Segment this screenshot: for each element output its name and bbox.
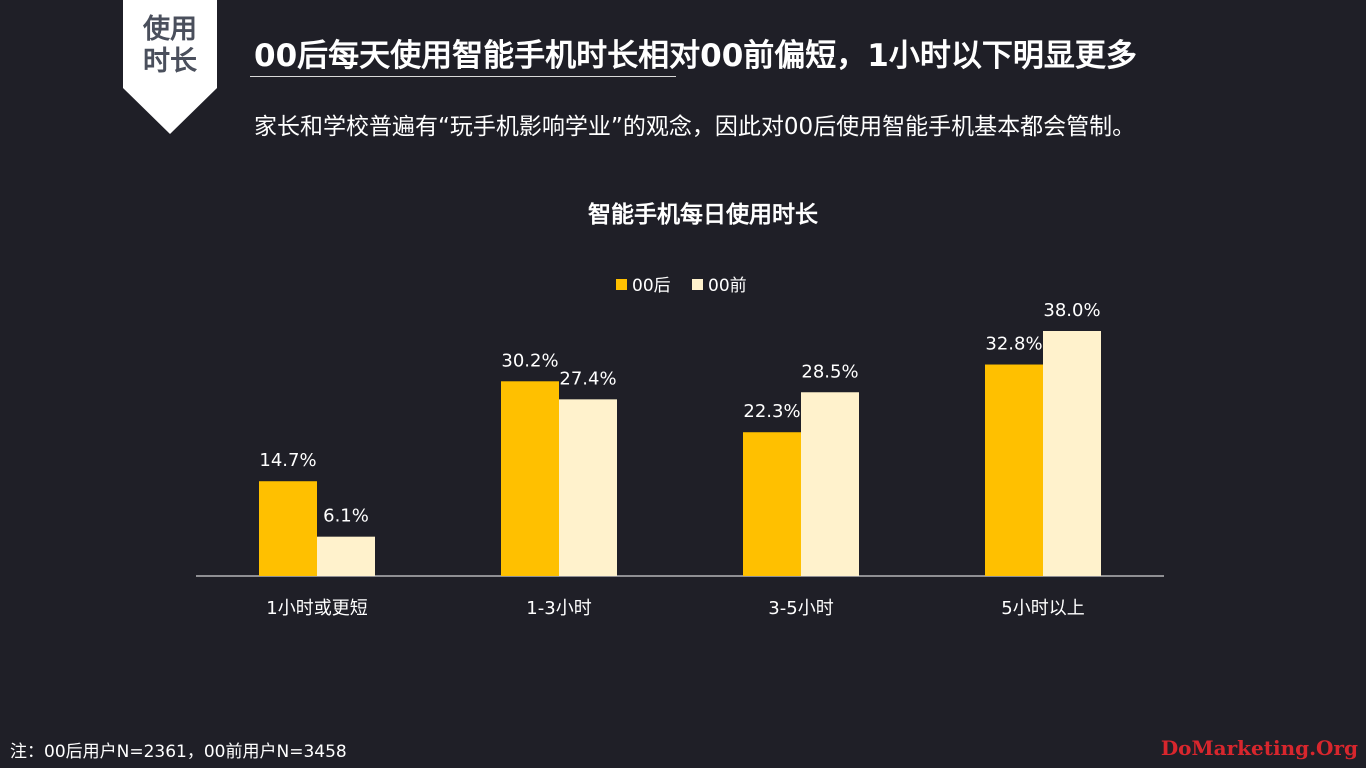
bar-1-1	[559, 399, 617, 576]
data-label-1-2: 28.5%	[801, 361, 858, 382]
data-label-0-2: 22.3%	[743, 401, 800, 422]
x-tick-label-2: 3-5小时	[768, 598, 833, 619]
page-subtitle: 家长和学校普遍有“玩手机影响学业”的观念，因此对00后使用智能手机基本都会管制。	[254, 114, 1136, 140]
legend-label-0: 00后	[632, 276, 671, 296]
legend-swatch-1	[692, 279, 703, 290]
bar-0-2	[743, 432, 801, 576]
legend-swatch-0	[616, 279, 627, 290]
badge-shape	[123, 0, 217, 134]
legend-label-1: 00前	[708, 276, 747, 296]
bar-1-0	[317, 536, 375, 576]
page-title: 00后每天使用智能手机时长相对00前偏短，1小时以下明显更多	[254, 38, 1137, 74]
section-badge: 使用 时长	[123, 0, 217, 134]
x-tick-label-0: 1小时或更短	[266, 598, 367, 619]
bar-0-0	[259, 481, 317, 576]
bar-0-3	[985, 364, 1043, 576]
bar-1-3	[1043, 331, 1101, 576]
data-label-0-0: 14.7%	[259, 450, 316, 471]
chart-title: 智能手机每日使用时长	[588, 201, 819, 228]
badge-label: 使用 时长	[123, 14, 217, 78]
title-underline	[250, 76, 676, 77]
watermark: DoMarketing.Org	[1160, 736, 1358, 760]
badge-line-2: 时长	[143, 46, 197, 77]
data-label-0-1: 30.2%	[501, 350, 558, 371]
footnote: 注：00后用户N=2361，00前用户N=3458	[10, 742, 347, 762]
data-label-1-3: 38.0%	[1043, 300, 1100, 321]
bar-0-1	[501, 381, 559, 576]
badge-line-1: 使用	[143, 14, 197, 45]
x-tick-label-3: 5小时以上	[1001, 598, 1084, 619]
data-label-1-0: 6.1%	[323, 506, 369, 527]
bar-1-2	[801, 392, 859, 576]
data-label-0-3: 32.8%	[985, 334, 1042, 355]
x-tick-label-1: 1-3小时	[526, 598, 591, 619]
data-label-1-1: 27.4%	[559, 368, 616, 389]
